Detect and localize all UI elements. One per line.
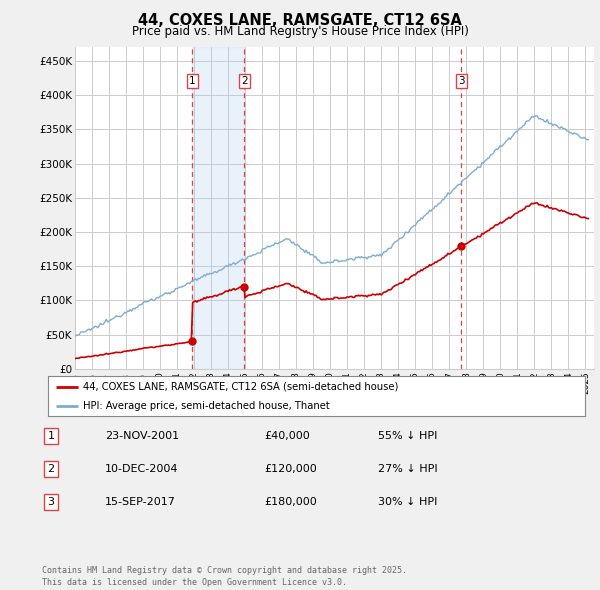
Text: 15-SEP-2017: 15-SEP-2017 — [105, 497, 176, 507]
Text: Price paid vs. HM Land Registry's House Price Index (HPI): Price paid vs. HM Land Registry's House … — [131, 25, 469, 38]
Text: 1: 1 — [189, 76, 196, 86]
Text: 30% ↓ HPI: 30% ↓ HPI — [378, 497, 437, 507]
Text: 44, COXES LANE, RAMSGATE, CT12 6SA: 44, COXES LANE, RAMSGATE, CT12 6SA — [138, 13, 462, 28]
Text: 23-NOV-2001: 23-NOV-2001 — [105, 431, 179, 441]
Text: £120,000: £120,000 — [264, 464, 317, 474]
Text: 3: 3 — [47, 497, 55, 507]
Text: 44, COXES LANE, RAMSGATE, CT12 6SA (semi-detached house): 44, COXES LANE, RAMSGATE, CT12 6SA (semi… — [83, 382, 398, 392]
Text: 10-DEC-2004: 10-DEC-2004 — [105, 464, 179, 474]
Text: 2: 2 — [241, 76, 248, 86]
Bar — [193, 47, 244, 369]
Text: 1: 1 — [47, 431, 55, 441]
Text: 3: 3 — [458, 76, 465, 86]
Text: HPI: Average price, semi-detached house, Thanet: HPI: Average price, semi-detached house,… — [83, 401, 329, 411]
Text: 2: 2 — [47, 464, 55, 474]
Text: £180,000: £180,000 — [264, 497, 317, 507]
Text: 55% ↓ HPI: 55% ↓ HPI — [378, 431, 437, 441]
Text: 27% ↓ HPI: 27% ↓ HPI — [378, 464, 437, 474]
Text: Contains HM Land Registry data © Crown copyright and database right 2025.
This d: Contains HM Land Registry data © Crown c… — [42, 566, 407, 587]
Text: £40,000: £40,000 — [264, 431, 310, 441]
